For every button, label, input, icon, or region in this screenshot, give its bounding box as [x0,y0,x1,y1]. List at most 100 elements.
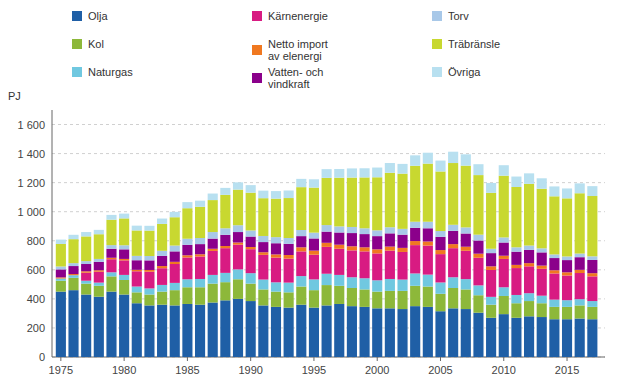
bar-segment [106,249,116,258]
bar-segment [81,295,91,357]
bar-segment [473,235,483,241]
x-tick-label: 2015 [555,364,579,376]
bar-segment [587,276,597,301]
bar-segment [435,250,445,254]
bar-segment [296,230,306,236]
bar-segment [549,307,559,319]
bar-segment [372,236,382,249]
bar-segment [94,297,104,357]
y-tick-label: 1 200 [17,177,45,189]
x-tick-label: 1975 [49,364,73,376]
series [56,152,598,244]
bar-segment [499,243,509,256]
bar-segment [106,245,116,249]
bar-segment [587,307,597,319]
bar-segment [68,278,78,290]
bar-segment [511,247,521,251]
bar-segment [385,227,395,233]
bar-segment [246,237,256,247]
bar-segment [68,274,78,275]
bar-segment [423,287,433,307]
bar-segment [322,274,332,285]
bar-segment [258,252,268,255]
bar-segment [68,290,78,357]
bar-segment [144,256,154,260]
bar-segment [562,198,572,256]
legend-label: Träbränsle [448,38,500,50]
bar-segment [347,288,357,306]
x-tick [503,357,504,361]
bar-segment [284,259,294,283]
x-tick [187,357,188,361]
bar-segment [423,241,433,245]
bar-segment [68,275,78,276]
y-tick-label: 1 000 [17,206,45,218]
bar-segment [473,175,483,235]
bar-segment [423,222,433,229]
legend-swatch [432,39,442,49]
bar-segment [385,279,395,291]
bar-segment [56,240,66,244]
legend-item: Torv [432,10,469,22]
x-tick [250,357,251,361]
bar-segment [132,292,142,303]
bar-segment [119,260,129,275]
bar-segment [309,308,319,357]
legend-swatch [72,11,82,21]
bar-segment [258,280,268,290]
bar-segment [106,272,116,276]
bar-segment [347,306,357,357]
bar-segment [562,307,572,319]
bar-segment [284,255,294,259]
bar-segment [562,260,572,272]
legend-label: Vatten- ochvindkraft [268,66,323,90]
bar-segment [448,225,458,231]
bar-segment [575,183,585,193]
bar-segment [220,246,230,248]
bar-segment [549,186,559,196]
bar-segment [157,268,167,285]
bar-segment [587,319,597,357]
bar-segment [322,285,332,305]
bar-segment [157,256,167,266]
bar-segment [233,232,243,242]
bar-segment [246,249,256,273]
bar-segment [170,217,180,245]
bar-segment [511,252,521,265]
bar-segment [195,287,205,304]
bar-segment [372,292,382,309]
bar-segment [119,214,129,219]
bar-segment [296,236,306,247]
bar-segment [106,276,116,291]
bar-segment [524,246,534,250]
bar-segment [258,242,268,252]
bar-segment [157,224,167,251]
bar-segment [524,316,534,357]
bar-segment [309,251,319,255]
bar-segment [537,178,547,188]
bar-segment [296,305,306,357]
bar-segment [271,292,281,307]
bar-segment [410,241,420,245]
bar-segment [94,283,104,286]
x-tick [313,357,314,361]
bar-segment [170,283,180,290]
bar-segment [473,258,483,286]
bar-segment [157,251,167,256]
bar-segment [549,258,559,270]
bar-segment [461,166,471,228]
bar-segment [258,305,268,357]
bar-segment [410,228,420,241]
x-tick [377,357,378,361]
legend-label-line: Olja [88,10,108,22]
bar-segment [347,233,357,246]
bar-segment [486,305,496,318]
bar-segment [258,289,268,305]
bar-segment [511,303,521,318]
bar-segment [473,240,483,253]
bar-segment [208,194,218,201]
bar-segment [271,258,281,283]
bar-segment [144,295,154,306]
legend-label: Torv [448,10,469,22]
bar-segment [106,292,116,357]
